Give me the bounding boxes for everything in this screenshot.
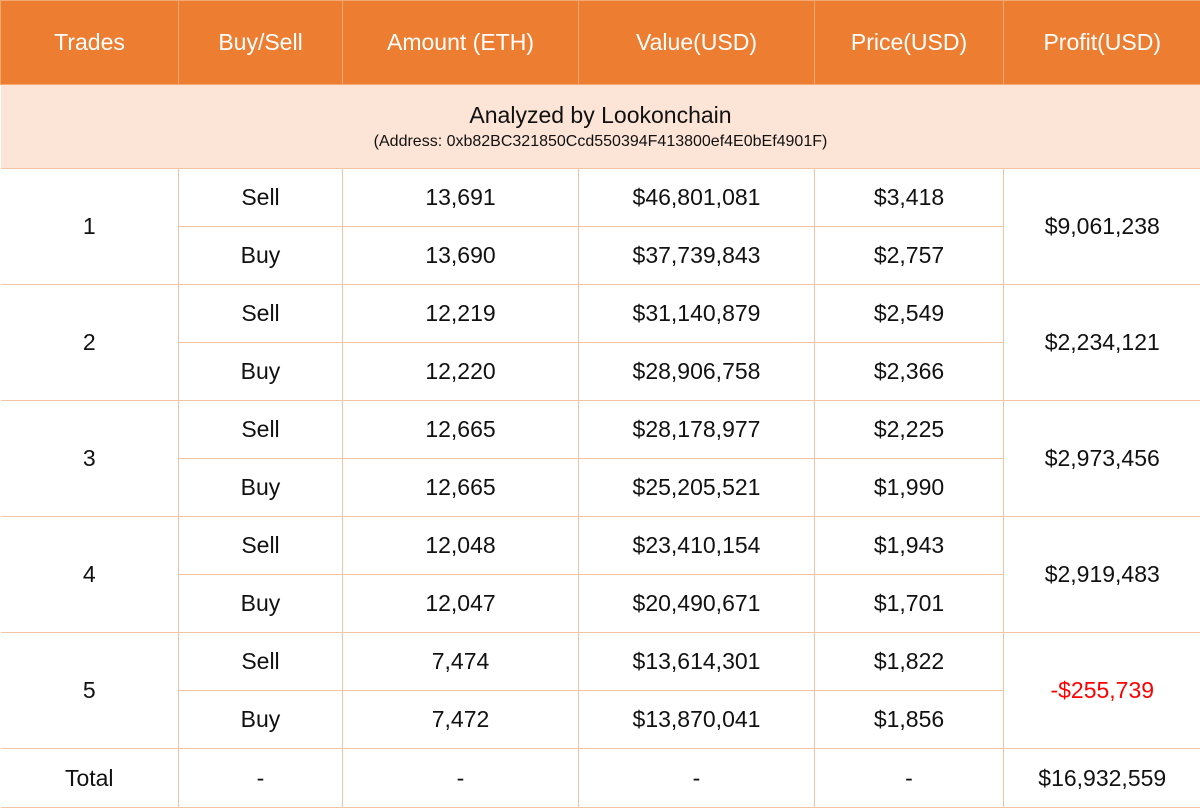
side-cell: Buy — [178, 226, 343, 285]
total-profit: $16,932,559 — [1003, 748, 1200, 808]
profit-cell: -$255,739 — [1003, 632, 1200, 749]
value-cell: $13,870,041 — [578, 690, 815, 749]
profit-cell: $2,919,483 — [1003, 516, 1200, 633]
side-cell: Sell — [178, 516, 343, 575]
side-cell: Sell — [178, 632, 343, 691]
trade-number: 1 — [0, 168, 179, 285]
banner-title: Analyzed by Lookonchain — [469, 101, 732, 128]
table-row: Buy 7,472 $13,870,041 $1,856 — [1, 690, 1200, 749]
table-row: Buy 12,665 $25,205,521 $1,990 — [1, 458, 1200, 517]
total-value: - — [578, 748, 815, 808]
value-cell: $23,410,154 — [578, 516, 815, 575]
amount-cell: 12,665 — [342, 400, 579, 459]
value-cell: $37,739,843 — [578, 226, 815, 285]
price-cell: $2,225 — [814, 400, 1004, 459]
trade-number: 5 — [0, 632, 179, 749]
header-value: Value(USD) — [578, 0, 815, 85]
amount-cell: 7,474 — [342, 632, 579, 691]
value-cell: $31,140,879 — [578, 284, 815, 343]
side-cell: Buy — [178, 458, 343, 517]
banner-address: (Address: 0xb82BC321850Ccd550394F413800e… — [373, 132, 828, 150]
trade-number: 2 — [0, 284, 179, 401]
value-cell: $28,906,758 — [578, 342, 815, 401]
header-row: Trades Buy/Sell Amount (ETH) Value(USD) … — [0, 0, 1200, 85]
table-row: 1 Sell 13,691 $46,801,081 $3,418 $9,061,238 — [0, 168, 1200, 285]
amount-cell: 12,048 — [342, 516, 579, 575]
amount-cell: 12,665 — [342, 458, 579, 517]
price-cell: $2,757 — [814, 226, 1004, 285]
price-cell: $1,943 — [814, 516, 1004, 575]
table-row: Buy 13,690 $37,739,843 $2,757 — [1, 226, 1200, 285]
amount-cell: 12,047 — [342, 574, 579, 633]
amount-cell: 12,219 — [342, 284, 579, 343]
banner-cell: Analyzed by Lookonchain (Address: 0xb82B… — [0, 84, 1200, 169]
header-trades: Trades — [0, 0, 179, 85]
total-amount: - — [342, 748, 579, 808]
banner-row: Analyzed by Lookonchain (Address: 0xb82B… — [0, 84, 1200, 169]
value-cell: $46,801,081 — [578, 168, 815, 227]
value-cell: $20,490,671 — [578, 574, 815, 633]
price-cell: $2,366 — [814, 342, 1004, 401]
amount-cell: 13,690 — [342, 226, 579, 285]
side-cell: Buy — [178, 690, 343, 749]
side-cell: Sell — [178, 284, 343, 343]
value-cell: $13,614,301 — [578, 632, 815, 691]
profit-cell: $9,061,238 — [1003, 168, 1200, 285]
table-row: 3 Sell 12,665 $28,178,977 $2,225 $2,973,456 — [0, 400, 1200, 517]
header-price: Price(USD) — [814, 0, 1004, 85]
table-row: 5 Sell 7,474 $13,614,301 $1,822 -$255,739 — [0, 632, 1200, 749]
side-cell: Buy — [178, 574, 343, 633]
header-amount: Amount (ETH) — [342, 0, 579, 85]
value-cell: $25,205,521 — [578, 458, 815, 517]
table-row: Buy 12,220 $28,906,758 $2,366 — [1, 342, 1200, 401]
price-cell: $1,822 — [814, 632, 1004, 691]
header-buy-sell: Buy/Sell — [178, 0, 343, 85]
table-row: 2 Sell 12,219 $31,140,879 $2,549 $2,234,121 — [0, 284, 1200, 401]
price-cell: $1,856 — [814, 690, 1004, 749]
profit-cell: $2,973,456 — [1003, 400, 1200, 517]
price-cell: $3,418 — [814, 168, 1004, 227]
total-row: Total - - - - $16,932,559 — [0, 748, 1200, 808]
total-price: - — [814, 748, 1004, 808]
trade-number: 3 — [0, 400, 179, 517]
amount-cell: 7,472 — [342, 690, 579, 749]
price-cell: $2,549 — [814, 284, 1004, 343]
total-side: - — [178, 748, 343, 808]
price-cell: $1,990 — [814, 458, 1004, 517]
table-row: Buy 12,047 $20,490,671 $1,701 — [1, 574, 1200, 633]
price-cell: $1,701 — [814, 574, 1004, 633]
profit-cell: $2,234,121 — [1003, 284, 1200, 401]
trade-number: 4 — [0, 516, 179, 633]
table-row: 4 Sell 12,048 $23,410,154 $1,943 $2,919,483 — [0, 516, 1200, 633]
header-profit: Profit(USD) — [1003, 0, 1200, 85]
side-cell: Sell — [178, 400, 343, 459]
amount-cell: 13,691 — [342, 168, 579, 227]
side-cell: Buy — [178, 342, 343, 401]
side-cell: Sell — [178, 168, 343, 227]
amount-cell: 12,220 — [342, 342, 579, 401]
value-cell: $28,178,977 — [578, 400, 815, 459]
total-label: Total — [0, 748, 179, 808]
